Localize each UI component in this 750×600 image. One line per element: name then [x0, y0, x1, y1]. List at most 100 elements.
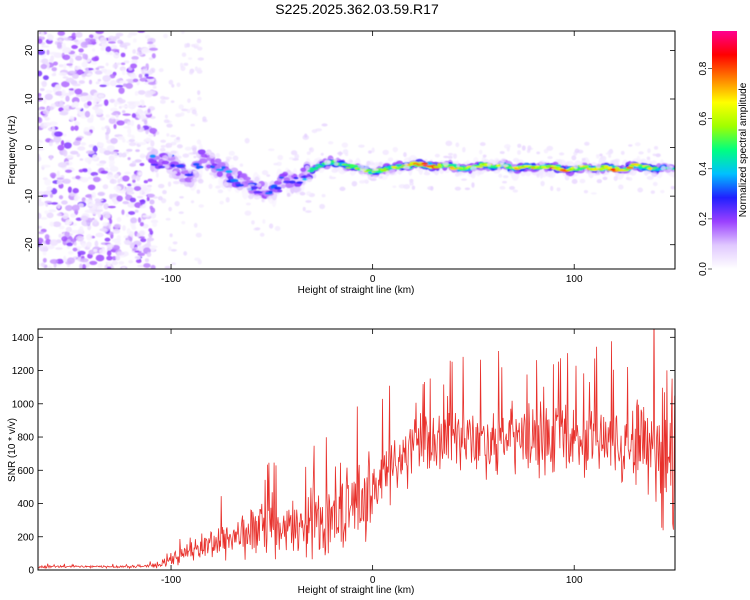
spectrogram-noise-cell — [122, 110, 126, 114]
spectrogram-x-tick-label: 100 — [566, 274, 583, 285]
spectrogram-halo-cell — [372, 168, 379, 172]
spectrogram-noise-cell — [52, 86, 57, 93]
spectrogram-noise-cell — [109, 159, 115, 166]
spectrogram-noise-cell — [109, 179, 117, 185]
spectrogram-noise-cell — [122, 175, 130, 182]
spectrogram-noise-cell — [125, 82, 133, 89]
spectrogram-y-tick-label: 20 — [24, 44, 35, 56]
spectrogram-noise-cell — [137, 90, 146, 95]
spectrogram-ridge-cell — [475, 166, 484, 168]
spectrogram-noise-cell — [99, 37, 108, 44]
spectrogram-noise-cell — [51, 126, 56, 132]
spectrogram-noise-cell — [96, 163, 105, 167]
spectrogram-noise-cell — [197, 259, 202, 265]
spectrogram-noise-cell — [57, 144, 65, 151]
spectrogram-noise-cell — [42, 251, 47, 256]
spectrogram-noise-cell — [66, 63, 73, 66]
spectrogram-noise-cell — [61, 89, 66, 97]
spectrogram-noise-cell — [80, 177, 89, 183]
spectrogram-noise-cell — [130, 217, 138, 224]
spectrogram-noise-cell — [43, 98, 47, 105]
spectrogram-noise-cell — [130, 74, 137, 80]
spectrogram-noise-cell — [138, 73, 143, 79]
spectrogram-halo-cell — [294, 153, 300, 159]
spectrogram-noise-cell — [49, 51, 58, 55]
spectrogram-noise-cell — [38, 112, 41, 117]
spectrogram-noise-cell — [113, 223, 121, 229]
spectrogram-noise-cell — [49, 259, 59, 264]
spectrogram-halo-cell — [556, 187, 561, 192]
spectrogram-noise-cell — [49, 121, 58, 126]
spectrogram-halo-cell — [455, 142, 460, 148]
spectrogram-halo-cell — [584, 168, 588, 172]
spectrogram-noise-cell — [146, 69, 153, 76]
spectrogram-halo-cell — [164, 164, 170, 169]
spectrogram-noise-cell — [75, 107, 82, 111]
spectrogram-halo-cell — [599, 153, 603, 157]
spectrogram-noise-cell — [44, 116, 51, 121]
spectrogram-noise-cell — [44, 210, 49, 215]
spectrogram-noise-cell — [40, 217, 48, 220]
spectrogram-halo-cell — [159, 147, 166, 152]
spectrogram-halo-cell — [244, 137, 250, 144]
spectrogram-noise-cell — [132, 179, 136, 183]
spectrogram-noise-cell — [79, 258, 89, 263]
spectrogram-x-axis-title: Height of straight line (km) — [298, 285, 415, 296]
spectrogram-noise-cell — [114, 100, 118, 108]
spectrogram-noise-cell — [122, 113, 131, 116]
spectrogram-halo-cell — [368, 150, 372, 154]
colorbar-tick-label: 0.0 — [698, 262, 709, 276]
spectrogram-halo-cell — [434, 153, 440, 158]
snr-frame — [37, 328, 676, 571]
spectrogram-halo-cell — [320, 152, 324, 156]
spectrogram-noise-cell — [71, 73, 79, 80]
spectrogram-noise-cell — [110, 48, 120, 52]
snr-y-tick-label: 800 — [17, 433, 34, 444]
spectrogram-halo-cell — [371, 147, 375, 153]
spectrogram-noise-cell — [139, 230, 145, 236]
spectrogram-halo-cell — [448, 152, 454, 156]
spectrogram-noise-cell — [170, 100, 175, 103]
spectrogram-noise-cell — [89, 260, 98, 266]
snr-y-axis-title: SNR (10 * v/v) — [7, 418, 18, 482]
spectrogram-noise-cell — [138, 236, 145, 239]
spectrogram-noise-cell — [139, 99, 145, 103]
spectrogram-noise-cell — [65, 205, 73, 212]
spectrogram-ridge-cell — [225, 169, 233, 174]
spectrogram-halo-cell — [498, 173, 503, 178]
spectrogram-halo-cell — [512, 189, 519, 193]
spectrogram-noise-cell — [126, 148, 133, 152]
colorbar-ticks: 0.0 0.2 0.4 0.6 0.8 — [698, 61, 712, 276]
spectrogram-noise-cell — [59, 111, 69, 116]
spectrogram-halo-cell — [650, 190, 655, 194]
spectrogram-halo-cell — [339, 186, 346, 191]
spectrogram-noise-cell — [197, 57, 205, 61]
spectrogram-noise-cell — [38, 154, 41, 161]
colorbar-tick-label: 0.8 — [698, 61, 709, 75]
spectrogram-halo-cell — [634, 142, 641, 147]
spectrogram-halo-cell — [333, 162, 339, 166]
spectrogram-ridge-cell — [211, 163, 218, 166]
spectrogram-ridge-cell — [230, 178, 239, 183]
spectrogram-noise-cell — [44, 200, 53, 204]
spectrogram-noise-cell — [86, 241, 92, 248]
spectrogram-noise-cell — [71, 32, 77, 39]
spectrogram-noise-cell — [183, 62, 189, 66]
spectrogram-halo-cell — [256, 183, 262, 188]
spectrogram-noise-cell — [83, 126, 90, 132]
spectrogram-noise-cell — [38, 107, 43, 111]
spectrogram-noise-cell — [43, 190, 52, 196]
spectrogram-noise-cell — [123, 60, 130, 64]
spectrogram-halo-cell — [595, 163, 601, 169]
colorbar-tick-label: 0.6 — [698, 111, 709, 125]
spectrogram-noise-cell — [148, 134, 155, 137]
spectrogram-noise-cell — [75, 175, 81, 180]
spectrogram-noise-cell — [132, 49, 137, 54]
spectrogram-halo-cell — [312, 173, 317, 179]
spectrogram-noise-cell — [97, 94, 105, 98]
spectrogram-noise-cell — [38, 212, 42, 220]
spectrogram-ridge-cell — [554, 166, 561, 169]
spectrogram-ridge-cell — [274, 186, 282, 190]
spectrogram-halo-cell — [503, 164, 509, 168]
spectrogram-halo-cell — [574, 148, 580, 154]
